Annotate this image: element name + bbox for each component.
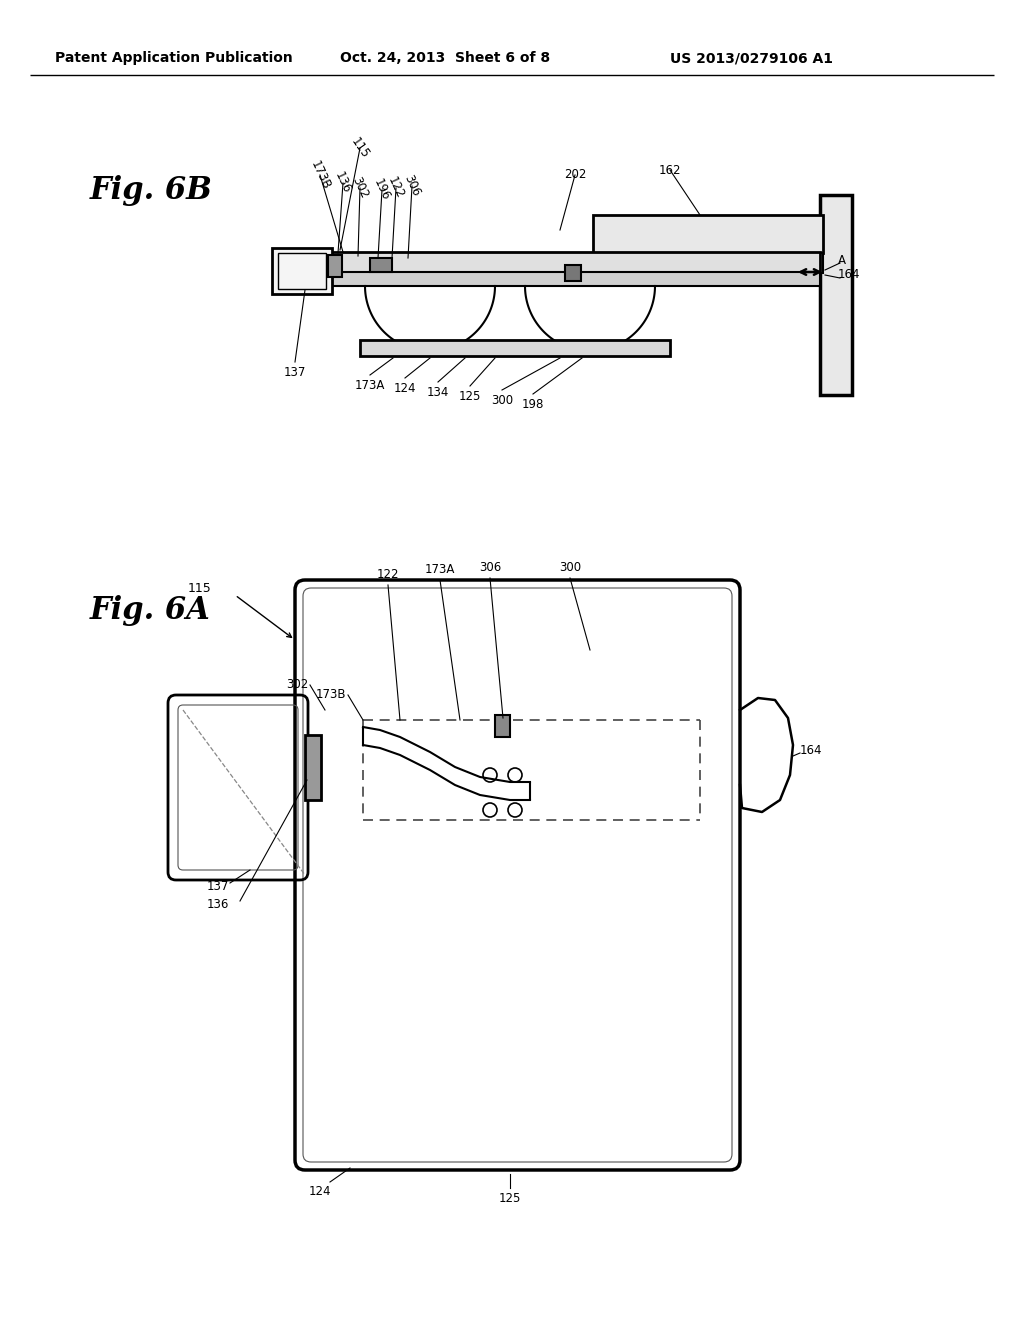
Bar	[330, 252, 820, 272]
Text: 300: 300	[490, 393, 513, 407]
Text: 173B: 173B	[315, 689, 346, 701]
Text: Oct. 24, 2013  Sheet 6 of 8: Oct. 24, 2013 Sheet 6 of 8	[340, 51, 550, 65]
Bar	[330, 272, 820, 286]
Text: 125: 125	[499, 1192, 521, 1205]
Bar	[360, 341, 670, 356]
Text: US 2013/0279106 A1: US 2013/0279106 A1	[670, 51, 833, 65]
Text: 306: 306	[401, 173, 423, 199]
Text: 173B: 173B	[307, 158, 333, 191]
Bar	[820, 195, 852, 395]
Text: Patent Application Publication: Patent Application Publication	[55, 51, 293, 65]
Text: 122: 122	[385, 176, 407, 201]
Text: 173A: 173A	[425, 564, 456, 576]
Text: Fig. 6B: Fig. 6B	[90, 176, 213, 206]
Text: 164: 164	[838, 268, 860, 281]
Text: 125: 125	[459, 389, 481, 403]
Text: 136: 136	[333, 170, 353, 195]
Text: 300: 300	[559, 561, 581, 574]
Bar	[305, 735, 321, 800]
Text: A: A	[838, 253, 846, 267]
Text: 198: 198	[522, 399, 544, 411]
Text: 202: 202	[564, 169, 586, 181]
Bar	[370, 257, 392, 272]
Text: 302: 302	[286, 678, 308, 692]
Text: 302: 302	[349, 176, 371, 201]
Text: 134: 134	[427, 385, 450, 399]
Text: 162: 162	[658, 164, 681, 177]
Text: 124: 124	[394, 381, 416, 395]
Bar	[328, 255, 342, 277]
Text: 115: 115	[188, 582, 212, 594]
Text: Fig. 6A: Fig. 6A	[90, 595, 211, 626]
Text: 122: 122	[377, 568, 399, 581]
Bar	[593, 253, 823, 273]
Text: 137: 137	[284, 366, 306, 379]
Bar	[565, 265, 581, 281]
Bar	[593, 215, 823, 253]
Text: 306: 306	[479, 561, 501, 574]
Text: 115: 115	[348, 135, 372, 161]
Text: 164: 164	[800, 743, 822, 756]
Text: 173A: 173A	[354, 379, 385, 392]
Bar	[495, 715, 510, 737]
Text: 137: 137	[207, 880, 229, 894]
Bar	[272, 248, 332, 294]
Bar	[278, 253, 326, 289]
Text: 136: 136	[207, 898, 229, 911]
Text: 124: 124	[309, 1185, 331, 1199]
Text: 196: 196	[372, 177, 392, 203]
